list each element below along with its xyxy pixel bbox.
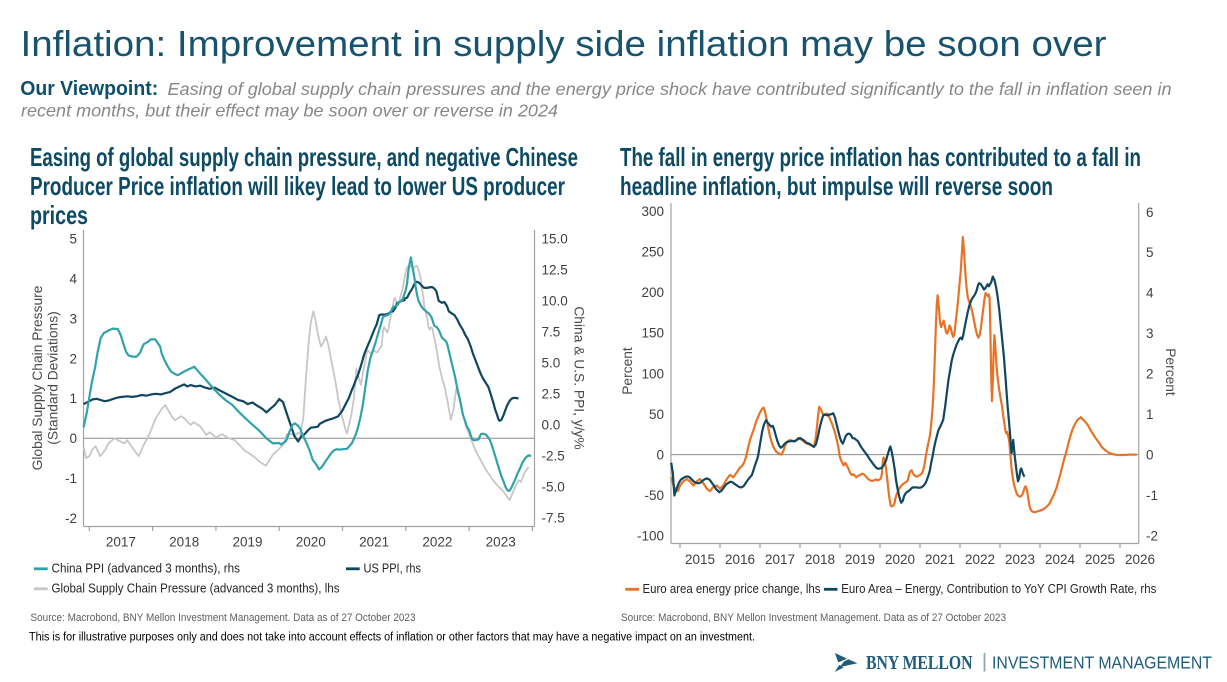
svg-text:US PPI, rhs: US PPI, rhs [364,561,422,575]
svg-text:3: 3 [69,311,77,326]
svg-text:BNY MELLON: BNY MELLON [866,652,973,674]
svg-text:prices: prices [30,200,88,230]
svg-text:50: 50 [649,407,664,422]
svg-text:6: 6 [1146,205,1154,220]
svg-text:1: 1 [1146,407,1154,422]
svg-text:15.0: 15.0 [542,232,568,247]
svg-text:2016: 2016 [725,552,755,567]
svg-text:-50: -50 [644,488,664,503]
svg-text:-5.0: -5.0 [542,480,565,495]
svg-text:2021: 2021 [925,552,955,567]
svg-text:5.0: 5.0 [542,356,561,371]
svg-text:2023: 2023 [486,535,516,550]
svg-text:2018: 2018 [169,535,199,550]
svg-text:0: 0 [656,448,664,463]
svg-text:-100: -100 [637,529,664,544]
svg-text:-1: -1 [65,471,77,486]
svg-text:Percent: Percent [620,347,635,395]
svg-text:2019: 2019 [845,552,875,567]
svg-text:Percent: Percent [1163,348,1178,396]
svg-text:0: 0 [69,431,77,446]
svg-text:2.5: 2.5 [542,387,561,402]
svg-text:150: 150 [641,326,664,341]
svg-text:2025: 2025 [1085,552,1115,567]
svg-text:300: 300 [641,204,664,219]
svg-text:2018: 2018 [805,552,835,567]
svg-text:(Standard Deviations): (Standard Deviations) [46,311,61,444]
svg-text:-1: -1 [1146,488,1158,503]
svg-text:5: 5 [69,232,77,247]
svg-text:3: 3 [1146,326,1154,341]
svg-text:2: 2 [1146,367,1154,382]
svg-text:2022: 2022 [965,552,995,567]
svg-text:2017: 2017 [106,535,136,550]
svg-text:2020: 2020 [885,552,915,567]
svg-text:2015: 2015 [685,552,715,567]
svg-text:Euro Area – Energy, Contributi: Euro Area – Energy, Contribution to YoY … [841,582,1156,596]
svg-text:200: 200 [641,285,664,300]
svg-text:100: 100 [641,366,664,381]
svg-text:recent months, but their effec: recent months, but their effect may be s… [21,101,558,121]
svg-text:Easing of global supply chain: Easing of global supply chain pressure, … [30,142,578,172]
svg-text:China & U.S. PPI, y/y%: China & U.S. PPI, y/y% [572,306,587,449]
svg-text:Source: Macrobond, BNY Mellon: Source: Macrobond, BNY Mellon Investment… [621,612,1006,624]
svg-text:2023: 2023 [1005,552,1035,567]
svg-text:INVESTMENT MANAGEMENT: INVESTMENT MANAGEMENT [992,652,1212,672]
svg-text:12.5: 12.5 [542,263,568,278]
svg-text:250: 250 [641,245,664,260]
svg-text:-7.5: -7.5 [542,511,565,526]
svg-text:This is for illustrative purpo: This is for illustrative purposes only a… [29,630,755,644]
svg-text:-2.5: -2.5 [542,449,565,464]
svg-text:The fall in energy price infla: The fall in energy price inflation has c… [620,142,1141,172]
svg-text:-2: -2 [65,511,77,526]
svg-text:Global Supply Chain Pressure (: Global Supply Chain Pressure (advanced 3… [52,581,340,595]
svg-text:5: 5 [1146,245,1154,260]
svg-text:4: 4 [69,271,77,286]
svg-text:Easing of global supply chain: Easing of global supply chain pressures … [168,79,1172,99]
svg-text:2019: 2019 [232,535,262,550]
svg-text:Producer Price inflation will: Producer Price inflation will likey lead… [30,171,565,201]
svg-text:headline inflation, but impuls: headline inflation, but impulse will rev… [620,171,1053,201]
svg-text:Euro area energy price change,: Euro area energy price change, lhs [643,582,821,596]
svg-text:2022: 2022 [422,535,452,550]
svg-text:4: 4 [1146,286,1154,301]
svg-text:Inflation: Improvement in supp: Inflation: Improvement in supply side in… [21,23,1107,64]
svg-text:Our Viewpoint:: Our Viewpoint: [20,78,158,100]
svg-text:China PPI (advanced 3 months),: China PPI (advanced 3 months), rhs [52,561,241,575]
svg-text:-2: -2 [1146,528,1158,543]
svg-text:0: 0 [1146,448,1154,463]
svg-text:2017: 2017 [765,552,795,567]
svg-text:7.5: 7.5 [542,325,561,340]
svg-text:0.0: 0.0 [542,418,561,433]
svg-text:2026: 2026 [1125,552,1155,567]
svg-text:2024: 2024 [1045,552,1076,567]
svg-text:2020: 2020 [296,535,326,550]
svg-text:1: 1 [69,391,77,406]
svg-text:Global Supply Chain Pressure: Global Supply Chain Pressure [30,285,45,470]
svg-text:2021: 2021 [359,535,389,550]
svg-text:Source: Macrobond, BNY Mellon: Source: Macrobond, BNY Mellon Investment… [31,612,416,624]
svg-text:10.0: 10.0 [542,294,568,309]
svg-text:2: 2 [69,351,77,366]
